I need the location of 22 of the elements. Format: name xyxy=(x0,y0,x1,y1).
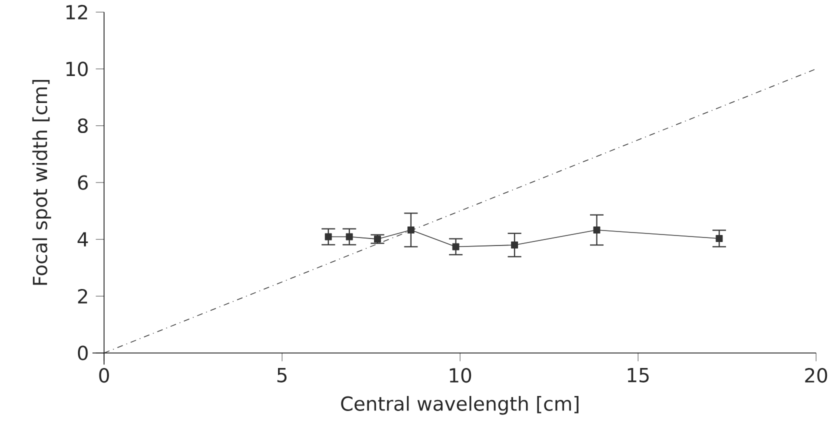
x-tick-label: 15 xyxy=(628,368,649,383)
x-tick-label: 10 xyxy=(450,368,472,383)
point xyxy=(716,235,723,242)
y-tick-label: 4 xyxy=(78,232,88,246)
x-axis-title: Central wavelength [cm] xyxy=(341,396,578,415)
y-axis-title: Focal spot width [cm] xyxy=(32,80,52,285)
y-tick-label: 2 xyxy=(78,289,88,304)
y-tick-label: 8 xyxy=(78,118,88,134)
y-tick-label: 0 xyxy=(78,346,88,360)
y-tick-label: 12 xyxy=(66,5,88,20)
point xyxy=(324,233,332,240)
point xyxy=(346,233,353,240)
y-tick-label: 6 xyxy=(78,175,88,190)
point xyxy=(374,236,381,243)
x-tick-label: 0 xyxy=(99,368,109,383)
point xyxy=(593,226,600,234)
point xyxy=(407,226,414,234)
x-tick-label: 20 xyxy=(805,368,828,383)
x-tick-label: 5 xyxy=(277,368,287,383)
y-tick-label: 10 xyxy=(66,62,88,76)
point xyxy=(452,243,460,250)
point xyxy=(511,242,518,249)
